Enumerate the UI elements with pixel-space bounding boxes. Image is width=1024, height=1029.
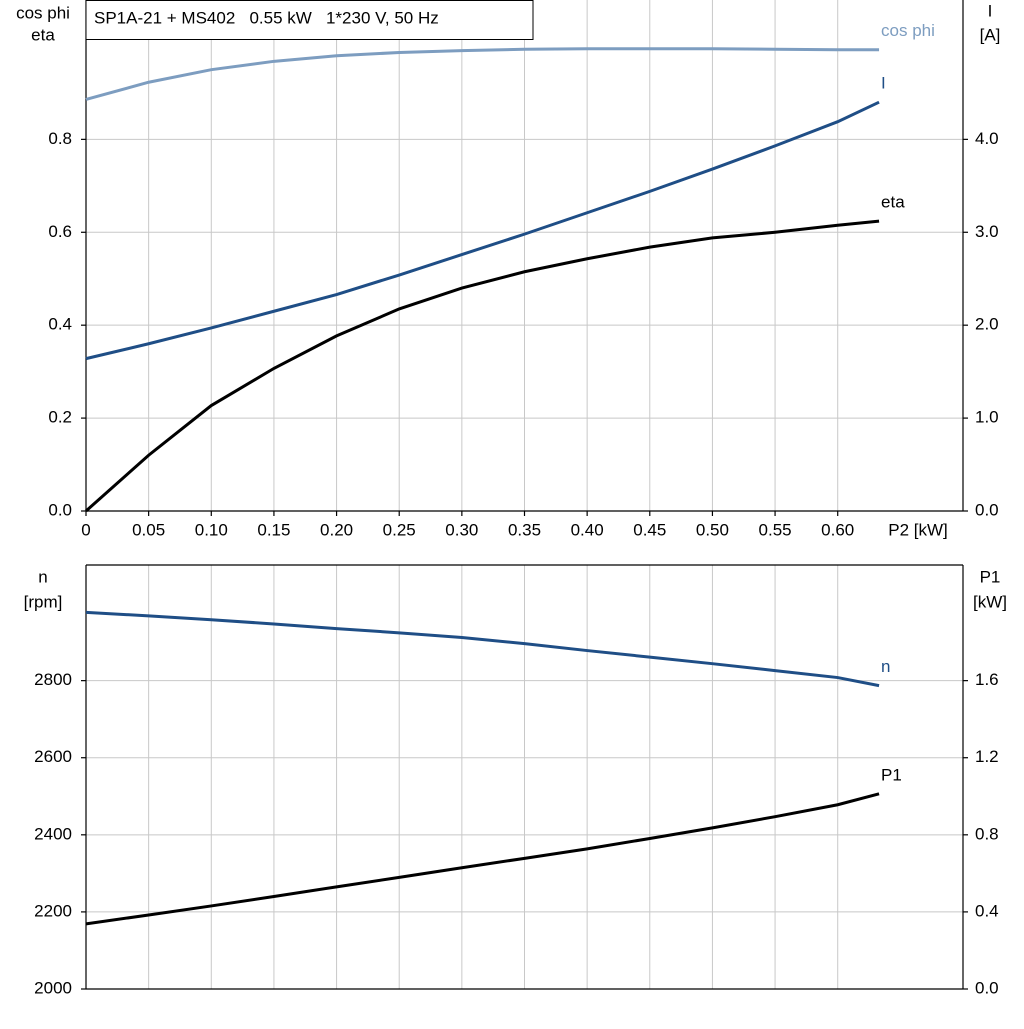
- y2-tick-label: 0.0: [975, 978, 999, 997]
- chart-title: SP1A-21 + MS402 0.55 kW 1*230 V, 50 Hz: [94, 8, 439, 27]
- series-line: [85, 219, 880, 513]
- y-axis-label: cos phi: [16, 3, 70, 22]
- y-axis-label: n: [38, 567, 47, 586]
- x-tick-label: 0.55: [759, 520, 792, 539]
- title-box: [85, 0, 534, 40]
- y-axis-label: [rpm]: [24, 592, 63, 611]
- x-tick-label: 0: [81, 520, 90, 539]
- y-tick-label: 2600: [34, 747, 72, 766]
- y2-tick-label: 3.0: [975, 222, 999, 241]
- series-label: eta: [881, 193, 905, 212]
- x-tick-label: 0.05: [132, 520, 165, 539]
- series-line: [85, 792, 880, 926]
- series-line: [85, 610, 880, 688]
- y-tick-label: 0.8: [48, 129, 72, 148]
- x-tick-label: 0.50: [696, 520, 729, 539]
- x-tick-label: 0.40: [571, 520, 604, 539]
- y-tick-label: 2000: [34, 978, 72, 997]
- series-label: n: [881, 657, 890, 676]
- y2-axis-label: [kW]: [973, 592, 1007, 611]
- x-tick-label: 0.30: [445, 520, 478, 539]
- y2-tick-label: 0.8: [975, 824, 999, 843]
- y-tick-label: 2800: [34, 670, 72, 689]
- x-tick-label: 0.20: [320, 520, 353, 539]
- y2-tick-label: 1.2: [975, 747, 999, 766]
- y2-axis-label: P1: [980, 567, 1001, 586]
- x-tick-label: 0.25: [383, 520, 416, 539]
- y-tick-label: 0.6: [48, 222, 72, 241]
- x-axis-label: P2 [kW]: [888, 520, 948, 539]
- series-line: [85, 47, 880, 101]
- y-tick-label: 0.2: [48, 408, 72, 427]
- x-tick-label: 0.15: [257, 520, 290, 539]
- x-tick-label: 0.45: [633, 520, 666, 539]
- y2-tick-label: 4.0: [975, 129, 999, 148]
- x-tick-label: 0.35: [508, 520, 541, 539]
- series-label: I: [881, 74, 886, 93]
- x-tick-label: 0.10: [195, 520, 228, 539]
- y2-tick-label: 1.6: [975, 670, 999, 689]
- series-label: cos phi: [881, 21, 935, 40]
- y2-axis-label: I: [988, 1, 993, 20]
- y2-axis-label: [A]: [980, 25, 1001, 44]
- series-line: [85, 100, 880, 361]
- x-tick-label: 0.60: [821, 520, 854, 539]
- y-tick-label: 2400: [34, 824, 72, 843]
- y2-tick-label: 0.4: [975, 901, 999, 920]
- y-tick-label: 0.4: [48, 315, 72, 334]
- y-tick-label: 2200: [34, 901, 72, 920]
- y-axis-label: eta: [31, 25, 55, 44]
- y2-tick-label: 1.0: [975, 408, 999, 427]
- y-tick-label: 0.0: [48, 500, 72, 519]
- y2-tick-label: 0.0: [975, 500, 999, 519]
- series-label: P1: [881, 765, 902, 784]
- y2-tick-label: 2.0: [975, 315, 999, 334]
